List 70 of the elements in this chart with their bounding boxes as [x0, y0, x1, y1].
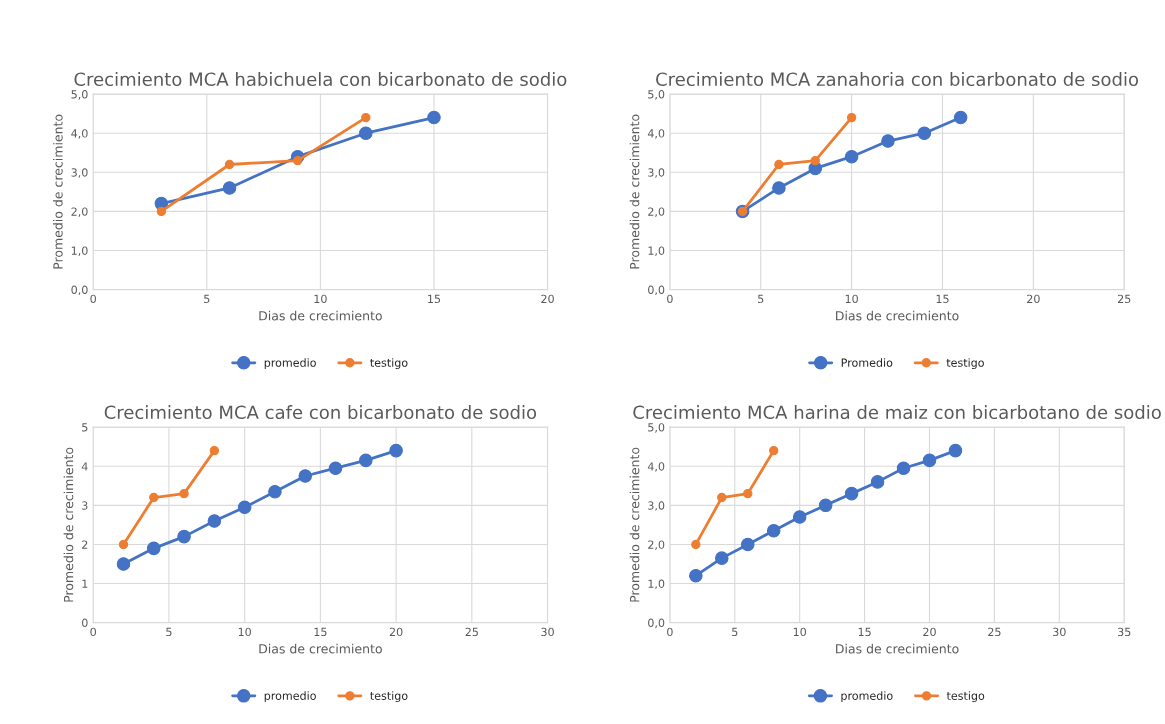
y-axis-title: Promedio de crecimiento [629, 114, 640, 269]
y-tick-label: 1,0 [648, 579, 665, 590]
y-axis-title: Promedio de crecimiento [63, 447, 74, 602]
legend-label: promedio [841, 691, 893, 703]
y-tick-label: 1 [82, 579, 88, 588]
x-tick-label: 20 [541, 294, 554, 304]
x-tick-label: 20 [1027, 294, 1040, 304]
y-axis-title: Promedio de crecimiento [629, 447, 640, 602]
legend-label: testigo [946, 691, 985, 703]
y-tick-label: 0,0 [648, 285, 665, 296]
y-tick-label: 4 [81, 462, 88, 471]
x-tick-label: 35 [1118, 627, 1131, 637]
y-tick-label: 5 [82, 423, 88, 432]
x-tick-label: 5 [204, 294, 210, 304]
legend-label: promedio [264, 691, 316, 703]
x-tick-label: 30 [541, 627, 554, 637]
y-tick-label: 4,0 [647, 129, 665, 139]
x-tick-label: 5 [166, 627, 172, 637]
x-axis-title: Dias de crecimiento [259, 310, 382, 321]
x-tick-label: 20 [923, 627, 936, 637]
x-tick-label: 30 [1053, 627, 1066, 637]
x-tick-label: 10 [845, 294, 858, 304]
x-tick-label: 15 [428, 294, 441, 304]
x-axis-title: Dias de crecimiento [259, 643, 382, 654]
x-tick-label: 10 [238, 627, 251, 637]
chart-title: Crecimiento MCA harina de maiz con bicarbotano de sodio [633, 405, 1161, 420]
y-tick-label: 2,0 [648, 540, 665, 550]
legend-label: testigo [370, 691, 408, 703]
y-tick-label: 4,0 [647, 462, 665, 472]
y-tick-label: 0,0 [71, 285, 88, 296]
x-tick-label: 10 [793, 627, 807, 637]
y-tick-label: 3,0 [71, 168, 88, 178]
legend-label: promedio [264, 358, 316, 369]
x-tick-label: 25 [465, 627, 478, 637]
y-tick-label: 2,0 [648, 207, 665, 217]
x-tick-label: 5 [732, 627, 738, 637]
y-tick-label: 5,0 [648, 423, 665, 433]
x-tick-label: 25 [988, 627, 1001, 637]
y-tick-label: 5,0 [71, 90, 88, 100]
x-tick-label: 15 [936, 294, 949, 304]
chart-title: Crecimiento MCA zanahoria con bicarbonato de sodio [656, 72, 1139, 87]
legend-label: testigo [946, 358, 984, 369]
x-tick-label: 5 [758, 294, 764, 304]
y-tick-label: 3 [82, 501, 88, 510]
legend-label: Promedio [841, 358, 893, 367]
x-tick-label: 25 [1117, 294, 1131, 304]
y-tick-label: 1,0 [71, 246, 88, 257]
y-tick-label: 1,0 [648, 246, 665, 257]
x-tick-label: 0 [90, 294, 96, 304]
y-tick-label: 5,0 [648, 90, 665, 100]
x-tick-label: 15 [314, 627, 327, 637]
x-tick-label: 20 [389, 627, 403, 637]
y-tick-label: 0 [82, 618, 88, 628]
x-axis-title: Dias de crecimiento [836, 310, 959, 321]
y-tick-label: 3,0 [648, 501, 665, 511]
x-tick-label: 0 [667, 294, 673, 304]
chart-title: Crecimiento MCA cafe con bicarbonato de sodio [104, 405, 537, 420]
x-tick-label: 0 [667, 627, 673, 637]
y-axis-title: Promedio de crecimiento [53, 114, 63, 269]
x-tick-label: 10 [314, 294, 327, 304]
y-tick-label: 2 [82, 540, 88, 549]
chart-title: Crecimiento MCA habichuela con bicarbonato de sodio [74, 72, 567, 87]
y-tick-label: 0,0 [648, 618, 665, 629]
y-tick-label: 2,0 [71, 207, 88, 217]
x-tick-label: 15 [858, 627, 871, 637]
x-axis-title: Dias de crecimiento [836, 643, 959, 654]
x-tick-label: 0 [90, 627, 96, 637]
y-tick-label: 3,0 [648, 168, 665, 178]
legend-label: testigo [370, 358, 408, 369]
y-tick-label: 4,0 [71, 129, 88, 139]
